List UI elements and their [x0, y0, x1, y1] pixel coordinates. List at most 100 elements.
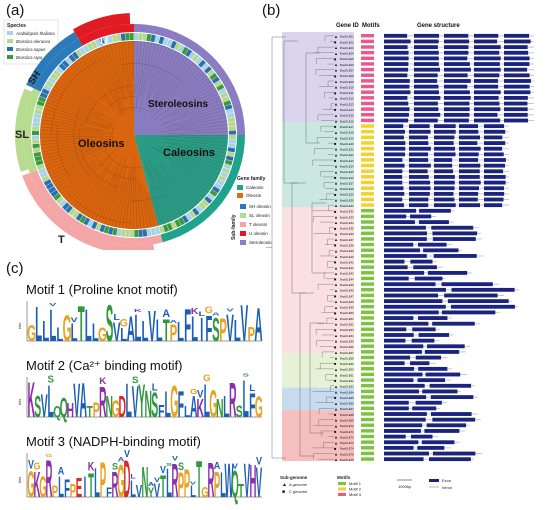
subgenome-symbol: ■	[334, 378, 337, 383]
subgenome-symbol: ■	[334, 175, 337, 180]
motif-swatch	[338, 487, 346, 491]
clade-label-steroleosins: Steroleosins	[148, 99, 208, 110]
gene-structure	[384, 378, 452, 383]
species-tile	[33, 113, 42, 119]
species-tile	[83, 217, 91, 226]
subgenome-symbol: ■	[334, 310, 337, 315]
gene-id: BnaOLE16	[340, 119, 354, 123]
gene-structure	[384, 355, 448, 360]
motif-bar	[361, 299, 374, 303]
gene-row: ▲ BnaOLE70	[334, 423, 470, 428]
logo-letter: Q	[60, 393, 68, 423]
species-tile	[68, 54, 76, 63]
subgenome-symbol: ▲	[334, 231, 338, 236]
gene-id: BnaOLE55	[340, 339, 354, 343]
subgenome-symbol: ▲	[334, 254, 338, 259]
species-tile	[55, 66, 64, 74]
gene-id: BnaOLE10	[340, 85, 354, 89]
motif-bar	[361, 304, 374, 309]
gene-structure	[384, 287, 520, 292]
logo-letter: V	[172, 454, 179, 462]
logo-letter: R	[172, 455, 179, 505]
subgenome-c-label: C genome	[289, 489, 308, 494]
species-tile	[228, 135, 236, 140]
subgenome-title: Sub-genome	[280, 475, 308, 480]
motif-bar	[361, 45, 374, 49]
subfamily-arc-u	[78, 24, 134, 46]
motif-bar	[361, 84, 374, 89]
motif-bar	[361, 180, 374, 185]
subgenome-symbol: ▲	[334, 333, 338, 338]
gene-row: ▲ BnaOLE72	[334, 435, 439, 440]
circular-tree: Species Arabidopsis thaliana Brassica ole…	[3, 13, 272, 250]
gene-id: BnaOLE67	[340, 407, 354, 411]
species-tile	[178, 217, 185, 226]
logo-letter: L	[223, 389, 229, 424]
species-swatch	[7, 55, 13, 59]
logo-letter: V	[244, 454, 251, 505]
subfamily-arc-steroleosin	[134, 24, 245, 135]
logo-letter: L	[165, 384, 171, 425]
header-gene-id: Gene ID	[336, 23, 359, 29]
gene-id: BnaOLE63	[340, 385, 354, 389]
logo-letter: A	[162, 308, 170, 320]
motif-bar	[361, 310, 374, 315]
logo-letter: F	[158, 402, 165, 421]
gene-structure	[384, 282, 500, 287]
gene-row: ▲ BnaOLE57	[334, 350, 466, 355]
species-tile	[121, 229, 126, 237]
logo-letter: L	[234, 313, 241, 348]
motif1-ylabel: bits	[18, 323, 22, 329]
gene-id: BnaOLE20	[340, 142, 354, 146]
subgenome-symbol: ▲	[334, 198, 338, 203]
gene-id: BnaOLE08	[340, 74, 354, 78]
logo-letter: L	[177, 317, 184, 347]
logo-letter: F	[106, 484, 112, 500]
motif-bar	[361, 367, 374, 371]
caleosin-sector	[134, 135, 228, 226]
subgenome-symbol: ■	[334, 226, 337, 231]
outer-label-t: T	[58, 234, 65, 246]
logo-letter: A	[254, 300, 262, 349]
species-tile	[36, 100, 45, 107]
subgenome-symbol: ▲	[334, 452, 338, 457]
gene-row: ■ BnaOLE35	[334, 226, 479, 231]
gene-row: ▲ BnaOLE46	[334, 287, 520, 293]
motif-bar	[361, 197, 374, 202]
gene-structure	[384, 95, 534, 100]
subgenome-symbol: ▲	[334, 34, 338, 39]
gene-structure	[384, 389, 461, 394]
gene-structure	[384, 50, 534, 55]
logo-letter: L	[92, 320, 99, 347]
subgenome-symbol: ▲	[334, 130, 338, 135]
logo-letter: V	[232, 462, 239, 470]
subgenome-symbol: ■	[334, 395, 337, 400]
gene-row: ■ BnaOLE41	[334, 260, 437, 265]
subgenome-symbol: ▲	[334, 220, 338, 225]
motif-bar	[361, 158, 374, 162]
gene-id: BnaOLE28	[340, 187, 354, 191]
gene-id: BnaOLE05	[340, 57, 354, 61]
gene-id: BnaOLE25	[340, 170, 354, 174]
logo-letter: L	[190, 482, 196, 500]
species-tile	[99, 37, 106, 46]
motif-bar	[361, 231, 374, 236]
logo-letter: R	[46, 451, 53, 505]
logo-letter: L	[243, 373, 249, 425]
gene-id: BnaOLE42	[340, 266, 354, 270]
species-tile	[220, 91, 229, 99]
subgenome-symbol: ▲	[334, 339, 338, 344]
species-tile	[90, 40, 98, 49]
header-gene-structure: Gene structure	[417, 23, 460, 29]
gene-row: ▲ BnaOLE16	[334, 119, 534, 124]
logo-letter: L	[35, 297, 42, 349]
gene-id: BnaOLE29	[340, 193, 354, 197]
species-tile	[138, 33, 143, 41]
logo-letter: P	[248, 322, 256, 345]
motif-bar	[361, 288, 374, 292]
species-tile	[34, 108, 43, 115]
species-tile	[32, 130, 40, 135]
species-tile	[181, 215, 189, 224]
gene-structure	[384, 45, 534, 50]
subgenome-symbol: ■	[334, 429, 337, 434]
